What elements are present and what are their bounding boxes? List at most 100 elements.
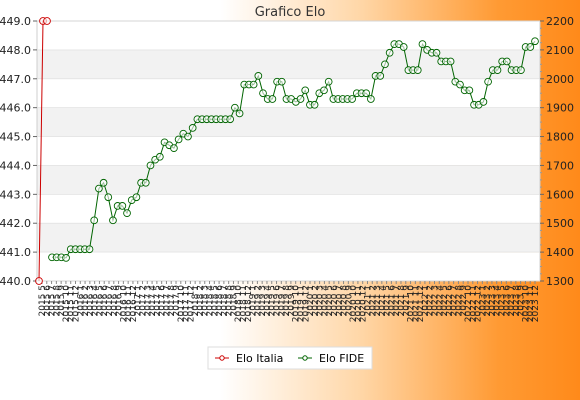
data-point-elo-fide[interactable] (188, 124, 197, 132)
x-tick-label: 2019 5 (268, 285, 278, 317)
plot-band (37, 252, 540, 281)
data-point-elo-fide[interactable] (156, 152, 164, 161)
x-tick-label: 2023 1 (478, 285, 488, 317)
data-point-elo-fide[interactable] (493, 66, 502, 74)
x-tick-label: 2015 7 (48, 285, 58, 317)
y-right-tick-label: 2000 (546, 73, 574, 86)
data-point-elo-fide[interactable] (249, 80, 258, 89)
x-tick-label: 2020 8 (340, 285, 350, 317)
x-tick-label: 2020 6 (330, 285, 340, 317)
y-right-tick-label: 1600 (546, 188, 574, 201)
data-point-elo-fide[interactable] (141, 178, 150, 187)
x-tick-label: 2016 6 (100, 285, 110, 317)
y-left-tick-label: 446.0 (0, 102, 31, 115)
x-tick-label: 2020 12 (359, 285, 369, 322)
data-point-elo-fide[interactable] (235, 109, 244, 118)
x-tick-label: 2023 6 (502, 285, 512, 317)
data-point-elo-fide[interactable] (95, 184, 103, 193)
x-tick-label: 2016 3 (86, 285, 96, 317)
y-right-tick-label: 1700 (546, 159, 574, 172)
data-point-elo-fide[interactable] (301, 86, 310, 95)
x-tick-label: 2019 1 (249, 285, 259, 317)
data-point-elo-fide[interactable] (123, 209, 131, 217)
data-point-elo-fide[interactable] (517, 66, 525, 74)
data-point-elo-fide[interactable] (418, 40, 427, 48)
data-point-elo-fide[interactable] (109, 216, 117, 225)
data-point-elo-fide[interactable] (254, 72, 263, 80)
plot-band (37, 107, 540, 137)
x-tick-label: 2023 10 (521, 285, 531, 322)
data-point-elo-fide[interactable] (348, 95, 356, 103)
data-point-elo-fide[interactable] (85, 245, 94, 254)
y-right-tick-label: 1900 (546, 102, 574, 115)
data-point-elo-fide[interactable] (132, 193, 141, 202)
data-point-elo-fide[interactable] (296, 95, 305, 103)
x-tick-label: 2021 5 (383, 285, 393, 317)
data-point-elo-fide[interactable] (277, 77, 286, 86)
x-tick-label: 2018 8 (225, 285, 235, 317)
x-tick-label: 2018 3 (201, 285, 211, 317)
data-point-elo-fide[interactable] (90, 216, 99, 225)
legend-item-elo-italia[interactable]: Elo Italia (215, 352, 283, 365)
x-tick-label: 2022 6 (445, 285, 455, 317)
x-tick-label: 2020 3 (316, 285, 326, 317)
data-point-elo-fide[interactable] (146, 161, 155, 170)
data-point-elo-fide[interactable] (526, 43, 535, 51)
data-point-elo-fide[interactable] (479, 98, 488, 106)
data-point-elo-italia[interactable] (35, 277, 43, 285)
x-tick-label: 2018 10 (234, 285, 244, 322)
data-point-elo-fide[interactable] (170, 144, 178, 152)
x-tick-label: 2021 4 (378, 285, 388, 317)
y-left-tick-label: 445.0 (0, 131, 31, 144)
data-point-elo-fide[interactable] (367, 95, 375, 103)
data-point-elo-fide[interactable] (268, 95, 277, 103)
x-tick-label: 2019 9 (287, 285, 297, 317)
x-tick-label: 2023 4 (493, 285, 503, 317)
data-point-elo-fide[interactable] (381, 60, 389, 69)
y-left-tick-label: 443.0 (0, 188, 31, 201)
x-tick-label: 2020 11 (354, 285, 364, 322)
data-point-elo-fide[interactable] (104, 193, 113, 202)
data-point-elo-fide[interactable] (446, 57, 455, 66)
data-point-elo-fide[interactable] (226, 115, 235, 124)
y-right-tick-label: 2200 (546, 15, 574, 28)
data-point-elo-fide[interactable] (362, 89, 371, 98)
x-tick-label: 2022 4 (435, 285, 445, 317)
y-left-tick-label: 444.0 (0, 159, 31, 172)
data-point-elo-fide[interactable] (310, 100, 319, 109)
data-point-elo-fide[interactable] (503, 57, 511, 66)
data-point-elo-fide[interactable] (174, 135, 183, 144)
data-point-elo-fide[interactable] (413, 66, 422, 74)
data-point-elo-fide[interactable] (99, 178, 108, 187)
x-tick-label: 2020 4 (320, 285, 330, 317)
x-tick-label: 2022 11 (469, 285, 479, 322)
data-point-elo-fide[interactable] (62, 254, 70, 262)
x-tick-label: 2020 10 (349, 285, 359, 322)
data-point-elo-fide[interactable] (465, 86, 474, 95)
legend-item-elo-fide[interactable]: Elo FIDE (298, 352, 364, 365)
data-point-elo-fide[interactable] (456, 80, 464, 89)
data-point-elo-fide[interactable] (259, 89, 267, 98)
data-point-elo-fide[interactable] (385, 48, 394, 57)
x-tick-label: 2020 9 (344, 285, 354, 317)
data-point-elo-fide[interactable] (324, 77, 333, 86)
data-point-elo-fide[interactable] (484, 77, 492, 86)
data-point-elo-fide[interactable] (376, 72, 385, 80)
data-point-elo-fide[interactable] (231, 103, 239, 112)
x-tick-label: 2019 8 (282, 285, 292, 317)
data-point-elo-fide[interactable] (399, 43, 408, 51)
data-point-elo-fide[interactable] (118, 202, 127, 210)
data-point-elo-fide[interactable] (320, 86, 328, 95)
data-point-elo-fide[interactable] (531, 37, 539, 46)
y-right-tick-label: 1800 (546, 131, 574, 144)
y-left-tick-label: 449.0 (0, 15, 31, 28)
x-tick-label: 2015 12 (72, 285, 82, 322)
data-point-elo-italia[interactable] (43, 17, 51, 25)
x-tick-label: 2022 12 (474, 285, 484, 322)
data-point-elo-fide[interactable] (432, 48, 441, 57)
data-point-elo-fide[interactable] (184, 132, 192, 141)
x-tick-label: 2019 12 (301, 285, 311, 322)
x-tick-label: 2022 9 (459, 285, 469, 317)
